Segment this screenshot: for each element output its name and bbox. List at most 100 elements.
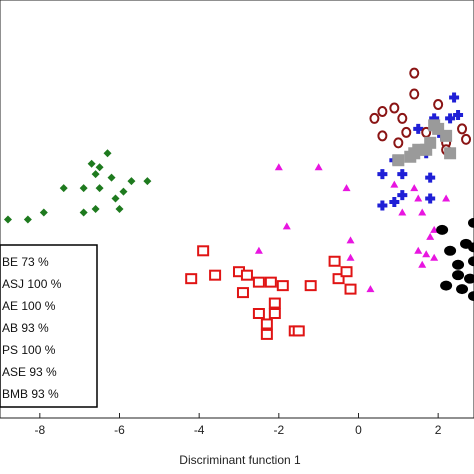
data-point (91, 205, 100, 213)
data-point (444, 147, 457, 160)
legend-entry: PS 100 % (2, 343, 56, 357)
data-point (282, 222, 291, 230)
data-point (185, 273, 198, 285)
data-point (3, 215, 12, 224)
series-4 (436, 217, 474, 302)
data-point (397, 190, 408, 201)
series-3 (185, 245, 357, 340)
data-point (426, 232, 435, 240)
legend-entry: AE 100 % (2, 299, 56, 313)
data-point (464, 273, 474, 284)
data-point (274, 163, 283, 171)
data-point (398, 208, 407, 216)
data-point (425, 172, 436, 183)
data-point (111, 194, 120, 203)
x-tick-label: 0 (355, 423, 362, 437)
data-point (95, 163, 104, 172)
data-point (428, 119, 441, 132)
data-point (414, 246, 423, 254)
data-point (461, 133, 472, 145)
data-point (390, 180, 399, 188)
data-point (404, 150, 417, 163)
data-points (3, 67, 474, 340)
data-point (91, 170, 100, 179)
series-6 (3, 149, 152, 224)
legend: BE 73 % ASJ 100 % AE 100 % AB 93 % PS 100 % A… (0, 244, 98, 408)
data-point (107, 173, 116, 182)
data-point (240, 269, 253, 281)
data-point (79, 184, 88, 193)
data-point (264, 276, 277, 288)
data-point (268, 297, 281, 309)
series-5 (392, 119, 457, 167)
data-point (429, 113, 440, 124)
data-point (119, 187, 128, 196)
legend-entry: BE 73 % (2, 255, 49, 269)
data-point (430, 253, 439, 261)
x-axis-label: Discriminant function 1 (179, 453, 301, 467)
data-point (457, 123, 468, 135)
data-point (332, 273, 345, 285)
data-point (453, 109, 464, 120)
data-point (418, 208, 427, 216)
data-point (436, 224, 449, 235)
data-point (440, 280, 453, 291)
data-point (442, 194, 451, 202)
x-tick-label: -4 (194, 423, 205, 437)
data-point (59, 184, 68, 193)
x-tick-label: -2 (273, 423, 284, 437)
legend-entry: BMB 93 % (2, 387, 59, 401)
x-tick-label: -6 (114, 423, 125, 437)
data-point (369, 112, 380, 124)
data-point (209, 269, 222, 281)
data-point (397, 169, 408, 180)
legend-box (0, 244, 98, 408)
data-point (468, 242, 474, 253)
series-0 (254, 163, 451, 293)
data-point (95, 184, 104, 193)
data-point (314, 163, 323, 171)
data-point (445, 113, 456, 124)
data-point (340, 266, 353, 278)
data-point (260, 318, 273, 330)
data-point (452, 259, 465, 270)
data-point (468, 256, 474, 267)
data-point (397, 112, 408, 124)
data-point (468, 217, 474, 228)
data-point (414, 194, 423, 202)
data-point (425, 193, 436, 204)
data-point (252, 308, 265, 319)
data-point (260, 328, 273, 340)
data-point (377, 105, 388, 117)
data-point (413, 123, 424, 134)
data-point (127, 177, 136, 186)
data-point (236, 287, 249, 299)
data-point (420, 143, 433, 156)
data-point (346, 253, 355, 261)
data-point (449, 92, 460, 103)
data-point (444, 245, 457, 256)
data-point (422, 250, 431, 258)
data-point (304, 280, 317, 292)
data-point (115, 205, 124, 213)
data-point (328, 255, 341, 267)
data-point (268, 308, 281, 319)
data-point (409, 88, 420, 100)
data-point (252, 276, 265, 288)
data-point (392, 154, 405, 167)
data-point (342, 184, 351, 192)
data-point (401, 126, 412, 138)
data-point (346, 236, 355, 244)
data-point (103, 149, 112, 158)
data-point (430, 225, 439, 233)
data-point (292, 325, 305, 337)
data-point (410, 184, 419, 192)
data-point (197, 245, 210, 257)
data-point (39, 208, 48, 217)
data-point (366, 285, 375, 293)
data-point (79, 208, 88, 217)
data-point (389, 102, 400, 114)
data-point (377, 130, 388, 142)
data-point (23, 215, 32, 224)
